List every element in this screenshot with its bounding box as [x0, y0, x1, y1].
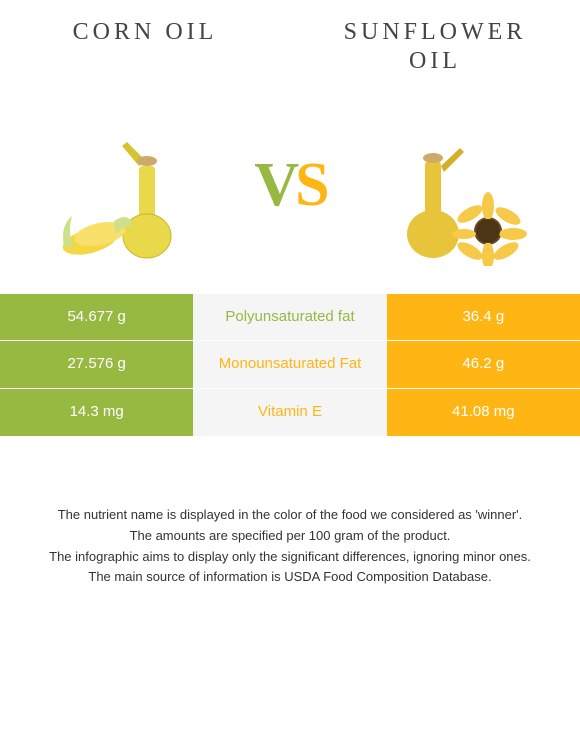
header-row: CORN OIL SUNFLOWER OIL — [0, 0, 580, 76]
cell-right: 41.08 mg — [387, 389, 580, 436]
image-row: VS — [0, 86, 580, 286]
table-row: 54.677 gPolyunsaturated fat36.4 g — [0, 294, 580, 341]
footer: The nutrient name is displayed in the co… — [0, 506, 580, 587]
table-row: 27.576 gMonounsaturated Fat46.2 g — [0, 341, 580, 388]
corn-oil-icon — [52, 106, 202, 266]
footer-line: The nutrient name is displayed in the co… — [28, 506, 552, 525]
vs-v: V — [254, 151, 295, 219]
footer-line: The infographic aims to display only the… — [28, 548, 552, 567]
comparison-table: 54.677 gPolyunsaturated fat36.4 g27.576 … — [0, 294, 580, 436]
cell-left: 27.576 g — [0, 341, 193, 388]
cell-right: 36.4 g — [387, 294, 580, 341]
cell-left: 14.3 mg — [0, 389, 193, 436]
header-left: CORN OIL — [0, 18, 290, 76]
cell-left: 54.677 g — [0, 294, 193, 341]
vs-s: S — [295, 151, 325, 219]
cell-nutrient: Monounsaturated Fat — [193, 341, 386, 388]
left-image-slot — [0, 86, 254, 286]
cell-nutrient: Vitamin E — [193, 389, 386, 436]
header-right: SUNFLOWER OIL — [290, 18, 580, 76]
header-left-label: CORN OIL — [0, 18, 290, 47]
sunflower-oil-icon — [378, 106, 528, 266]
footer-line: The main source of information is USDA F… — [28, 568, 552, 587]
right-image-slot — [326, 86, 580, 286]
table-row: 14.3 mgVitamin E41.08 mg — [0, 389, 580, 436]
footer-line: The amounts are specified per 100 gram o… — [28, 527, 552, 546]
header-right-line2: OIL — [290, 47, 580, 76]
cell-nutrient: Polyunsaturated fat — [193, 294, 386, 341]
cell-right: 46.2 g — [387, 341, 580, 388]
vs-label: VS — [254, 150, 325, 221]
header-right-line1: SUNFLOWER — [290, 18, 580, 47]
